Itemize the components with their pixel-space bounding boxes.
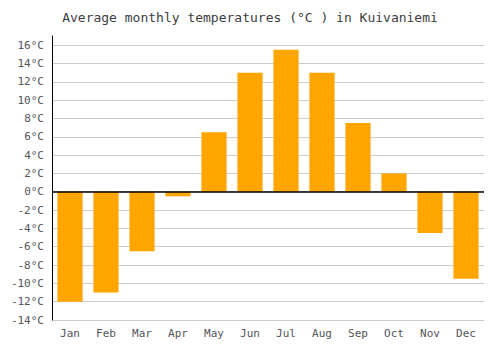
svg-text:Jan: Jan	[60, 327, 80, 340]
svg-text:4°C: 4°C	[24, 149, 44, 162]
svg-text:-14°C: -14°C	[11, 314, 44, 327]
svg-text:Jul: Jul	[276, 327, 296, 340]
svg-text:14°C: 14°C	[18, 57, 45, 70]
svg-text:-10°C: -10°C	[11, 277, 44, 290]
svg-text:0°C: 0°C	[24, 185, 44, 198]
svg-text:Average monthly temperatures (: Average monthly temperatures (°C ) in Ku…	[62, 10, 438, 25]
svg-text:-12°C: -12°C	[11, 295, 44, 308]
svg-text:-8°C: -8°C	[18, 259, 45, 272]
svg-text:8°C: 8°C	[24, 112, 44, 125]
svg-text:16°C: 16°C	[18, 39, 45, 52]
svg-text:10°C: 10°C	[18, 94, 45, 107]
svg-text:-6°C: -6°C	[18, 240, 45, 253]
svg-text:6°C: 6°C	[24, 130, 44, 143]
svg-text:Oct: Oct	[384, 327, 404, 340]
svg-text:May: May	[204, 327, 224, 340]
svg-text:Jun: Jun	[240, 327, 260, 340]
svg-text:Feb: Feb	[96, 327, 116, 340]
svg-text:2°C: 2°C	[24, 167, 44, 180]
svg-text:Aug: Aug	[312, 327, 332, 340]
svg-text:-4°C: -4°C	[18, 222, 45, 235]
svg-text:-2°C: -2°C	[18, 204, 45, 217]
svg-text:Mar: Mar	[132, 327, 152, 340]
svg-text:12°C: 12°C	[18, 75, 45, 88]
svg-text:Apr: Apr	[168, 327, 188, 340]
svg-text:Dec: Dec	[456, 327, 476, 340]
svg-text:Nov: Nov	[420, 327, 440, 340]
svg-text:Sep: Sep	[348, 327, 368, 340]
